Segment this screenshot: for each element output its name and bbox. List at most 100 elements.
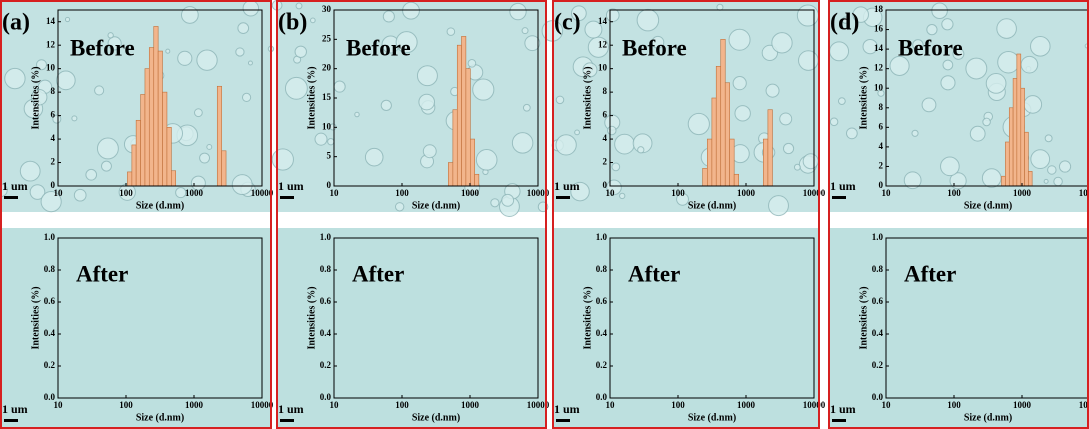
- y-tick-label: 0.0: [320, 392, 332, 402]
- x-tick-label: 100: [671, 188, 685, 198]
- y-tick-label: 0.8: [596, 264, 608, 274]
- plot-frame: [57, 9, 263, 187]
- histogram-bar: [1028, 171, 1033, 187]
- bubble: [1020, 55, 1039, 74]
- bubble: [965, 57, 988, 80]
- bubble: [570, 5, 587, 22]
- y-tick-label: 1.0: [320, 232, 332, 242]
- annotation: After: [904, 261, 956, 286]
- bubble: [242, 0, 260, 17]
- x-tick-label: 10000: [803, 188, 826, 198]
- y-tick-label: 0.2: [320, 360, 332, 370]
- y-axis-label: Intensities (%): [30, 286, 41, 349]
- bubble: [29, 184, 46, 200]
- y-tick-label: 0: [327, 180, 332, 190]
- x-tick-label: 10: [882, 188, 892, 198]
- bubble: [193, 108, 203, 118]
- bubble: [475, 149, 498, 171]
- bubble: [619, 192, 626, 200]
- y-tick-label: 10: [598, 63, 608, 73]
- bubble: [862, 38, 878, 55]
- bubble: [237, 22, 250, 35]
- panel-label: (c): [554, 10, 581, 36]
- bubble: [732, 76, 747, 91]
- bubble: [926, 23, 938, 36]
- image-after: [0, 228, 272, 429]
- bubble: [241, 92, 252, 102]
- annotation: After: [352, 261, 404, 286]
- y-tick-label: 0.0: [44, 392, 56, 402]
- y-tick-label: 12: [598, 39, 608, 49]
- y-tick-label: 8: [603, 86, 608, 96]
- annotation: Before: [346, 35, 411, 60]
- bubble: [845, 127, 858, 140]
- y-tick-label: 1.0: [596, 232, 608, 242]
- y-tick-label: 0.2: [872, 360, 884, 370]
- bubble: [734, 105, 751, 122]
- bubble: [1030, 36, 1051, 57]
- bubble: [771, 32, 793, 54]
- y-tick-label: 0.0: [872, 392, 884, 402]
- bubble: [40, 191, 62, 213]
- histogram-bar: [144, 68, 150, 187]
- bubble: [779, 112, 793, 126]
- bubble: [1053, 176, 1063, 187]
- bubble: [637, 146, 645, 154]
- bubble: [295, 2, 303, 10]
- x-tick-label: 100: [947, 188, 961, 198]
- bubble: [96, 137, 119, 160]
- bubble: [472, 78, 495, 101]
- bubble: [100, 160, 112, 172]
- histogram-bar: [465, 68, 471, 187]
- x-tick-label: 10000: [1079, 400, 1089, 410]
- bubble: [1030, 149, 1051, 170]
- bubble: [19, 160, 41, 182]
- histogram-bar: [767, 109, 773, 187]
- histogram-bar: [1012, 78, 1018, 187]
- bubble: [522, 103, 531, 112]
- y-tick-label: 12: [874, 63, 884, 73]
- bubble: [206, 143, 213, 150]
- plot-frame: [333, 237, 539, 399]
- bubble: [940, 75, 956, 91]
- x-tick-label: 1000: [1013, 188, 1032, 198]
- panel-border: [828, 0, 1089, 429]
- x-axis-label: Size (d.nm): [136, 200, 184, 211]
- x-axis-label: Size (d.nm): [688, 412, 736, 423]
- x-tick-label: 10000: [527, 188, 550, 198]
- bubble: [1058, 160, 1072, 173]
- x-tick-label: 10: [54, 400, 64, 410]
- scale-bar-label: 1 um: [2, 179, 28, 193]
- y-axis-label: Intensities (%): [858, 286, 869, 349]
- bubble: [511, 132, 534, 154]
- y-tick-label: 2: [879, 161, 884, 171]
- y-tick-label: 2: [603, 157, 608, 167]
- bubble: [1043, 178, 1049, 184]
- bubble: [271, 148, 294, 171]
- x-tick-label: 1000: [737, 400, 756, 410]
- y-tick-label: 0.4: [872, 328, 884, 338]
- y-tick-label: 18: [874, 4, 884, 14]
- panel-border: [276, 0, 547, 429]
- bubble: [314, 132, 328, 146]
- bubble: [196, 49, 218, 71]
- x-axis-label: Size (d.nm): [136, 412, 184, 423]
- x-axis-label: Size (d.nm): [964, 412, 1012, 423]
- y-tick-label: 1.0: [44, 232, 56, 242]
- bubble: [333, 80, 346, 93]
- y-tick-label: 10: [874, 82, 884, 92]
- x-axis-label: Size (d.nm): [964, 200, 1012, 211]
- panel-border: [552, 0, 820, 429]
- bubble: [996, 18, 1017, 39]
- scale-bar: [556, 419, 570, 422]
- x-tick-label: 1000: [461, 400, 480, 410]
- y-tick-label: 0.6: [596, 296, 608, 306]
- x-tick-label: 100: [671, 400, 685, 410]
- annotation: Before: [622, 35, 687, 60]
- plot-frame: [885, 237, 1089, 399]
- bubble: [4, 67, 26, 90]
- bubble: [796, 4, 819, 27]
- x-tick-label: 10000: [251, 400, 274, 410]
- bubble: [294, 45, 307, 59]
- y-tick-label: 12: [46, 39, 56, 49]
